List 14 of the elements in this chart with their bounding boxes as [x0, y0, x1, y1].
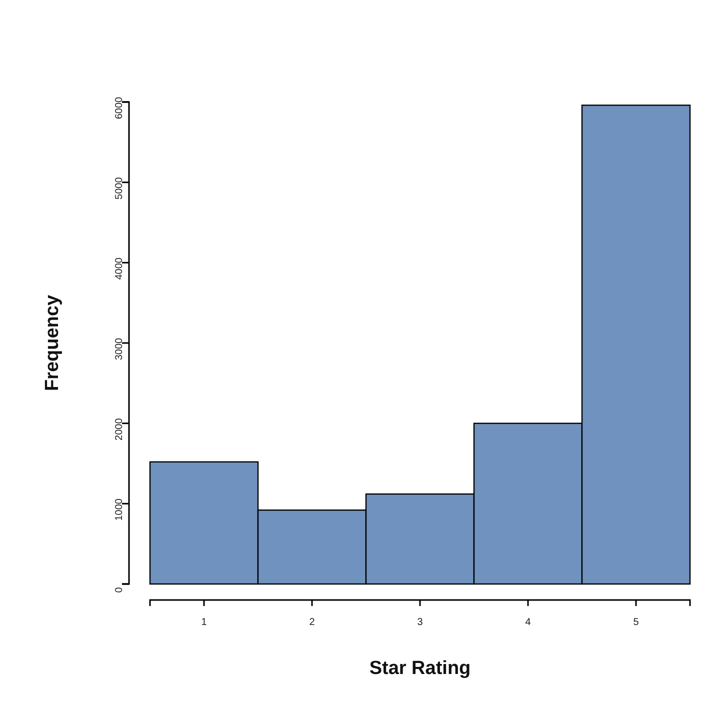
x-tick-label: 2: [309, 617, 316, 628]
y-tick-label: 3000: [114, 337, 126, 360]
x-tick-label: 5: [633, 617, 640, 628]
x-tick-label: 4: [525, 617, 532, 628]
x-axis-title: Star Rating: [369, 658, 471, 679]
y-tick-label: 1000: [114, 498, 126, 521]
y-tick-label: 6000: [114, 96, 126, 120]
y-tick-label: 5000: [114, 176, 126, 200]
y-tick-label: 0: [114, 586, 126, 593]
y-tick-label: 4000: [114, 257, 126, 280]
x-tick-label: 1: [201, 617, 208, 628]
x-tick-label: 3: [417, 617, 424, 628]
y-tick-label: 2000: [114, 418, 126, 440]
y-axis-title: Frequency: [42, 294, 63, 392]
